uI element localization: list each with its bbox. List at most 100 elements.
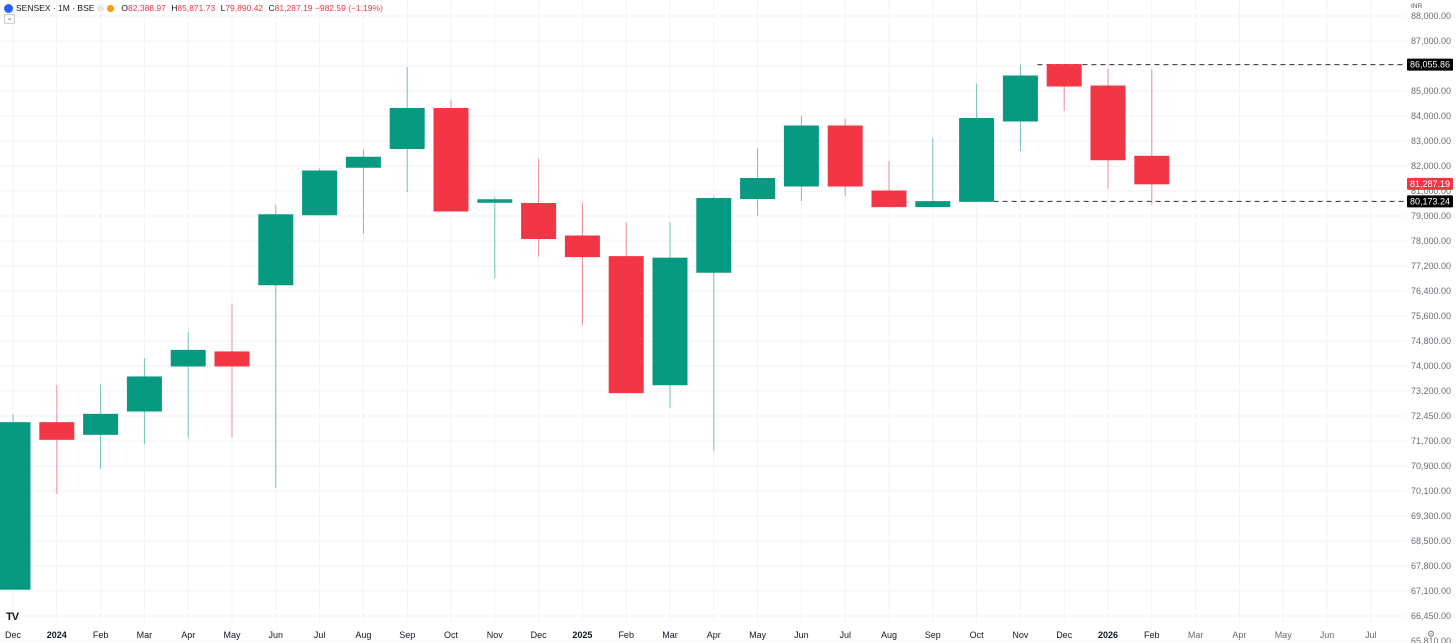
currency-label[interactable]: INR [1411,3,1423,10]
y-axis[interactable]: 88,000.0087,000.0086,000.0085,000.0084,0… [1411,11,1451,643]
y-tick-label: 66,450.00 [1411,611,1451,621]
x-tick-label: Feb [1144,630,1160,640]
symbol-header[interactable]: SENSEX · 1M · BSE O82,388.97 H85,871.73 … [4,2,383,14]
candle-body [39,422,75,440]
x-tick-label: Dec [531,630,548,640]
candle-body [1134,155,1170,185]
x-tick-label: Mar [1188,630,1204,640]
x-tick-label: 2025 [572,630,592,640]
y-tick-label: 78,000.00 [1411,236,1451,246]
exchange-logo-icon [4,3,13,13]
market-status-dot-icon [97,4,105,12]
last-price-tag: 81,287.19 [1410,179,1450,189]
candle-body [258,214,294,286]
x-tick-label: Jul [839,630,851,640]
x-tick-label: Jun [269,630,284,640]
candle-body [170,349,206,367]
x-tick-label: 2024 [47,630,67,640]
candle-body [740,178,776,199]
candle-body [214,351,250,367]
price-level-tag: 80,173.24 [1410,196,1450,206]
y-tick-label: 74,800.00 [1411,336,1451,346]
ohlc-values: O82,388.97 H85,871.73 L79,890.42 C81,287… [118,3,383,13]
x-tick-label: Nov [1012,630,1029,640]
candle-body [345,156,381,168]
y-tick-label: 69,300.00 [1411,511,1451,521]
x-tick-label: Feb [93,630,109,640]
candle-body [652,257,688,386]
x-tick-label: Oct [444,630,459,640]
x-tick-label: Feb [618,630,634,640]
candle-body [433,108,469,212]
candle-body [302,170,338,216]
price-level-tag: 86,055.86 [1410,60,1450,70]
open-value: 82,388.97 [128,3,166,13]
candle-body [1002,75,1038,122]
last-price-tag-bg [1407,177,1453,190]
x-tick-label: Mar [662,630,678,640]
candle-body [126,376,162,412]
price-tags: 86,055.86 80,173.24 81,287.19 [1407,58,1453,208]
y-tick-label: 67,100.00 [1411,586,1451,596]
y-tick-label: 84,000.00 [1411,111,1451,121]
y-tick-label: 72,450.00 [1411,411,1451,421]
x-tick-label: May [1275,630,1293,640]
x-tick-label: Apr [707,630,721,640]
y-tick-label: 79,000.00 [1411,211,1451,221]
x-tick-label: May [749,630,767,640]
x-tick-label: Sep [399,630,415,640]
candles [0,64,1170,590]
candle-body [0,422,31,590]
grid-lines [0,0,1406,642]
high-label: H [171,3,178,13]
y-tick-label: 71,700.00 [1411,436,1451,446]
low-value: 79,890.42 [225,3,264,13]
tradingview-logo-icon[interactable]: TV [6,611,19,623]
gear-icon[interactable]: ⚙ [1427,629,1436,639]
x-tick-label: 2026 [1098,630,1118,640]
price-levels [993,64,1406,202]
candle-body [83,413,119,435]
x-tick-label: Dec [1056,630,1073,640]
y-tick-label: 70,900.00 [1411,461,1451,471]
y-tick-label: 76,400.00 [1411,286,1451,296]
x-tick-label: Jul [314,630,326,640]
y-tick-label: 88,000.00 [1411,11,1451,21]
y-tick-label: 68,500.00 [1411,536,1451,546]
y-tick-label: 75,600.00 [1411,311,1451,321]
x-tick-label: May [223,630,241,640]
x-tick-label: Oct [970,630,985,640]
y-tick-label: 85,000.00 [1411,86,1451,96]
symbol-title[interactable]: SENSEX · 1M · BSE [16,3,95,13]
candle-body [1046,64,1082,87]
close-label: C [268,3,275,13]
candle-body [608,256,644,394]
candle-body [783,125,819,187]
x-tick-label: Apr [181,630,195,640]
y-tick-label: 77,200.00 [1411,261,1451,271]
x-tick-label: Aug [355,630,371,640]
candle-body [477,199,513,203]
high-value: 85,871.73 [177,3,216,13]
candle-body [564,235,600,258]
price-level-tag-bg [1407,58,1453,71]
y-tick-label: 65,810.00 [1411,636,1451,643]
candle-body [959,118,995,202]
candle-body [696,198,732,273]
candle-body [915,201,951,208]
y-tick-label: 74,000.00 [1411,361,1451,371]
price-level-tag-bg [1407,195,1453,208]
y-tick-label: 81,000.00 [1411,186,1451,196]
y-tick-label: 83,000.00 [1411,136,1451,146]
low-label: L [220,3,226,13]
x-tick-label: Nov [487,630,504,640]
y-tick-label: 67,800.00 [1411,561,1451,571]
close-value: 81,287.19 [274,3,313,13]
x-axis[interactable]: Dec 2024 Feb Mar Apr May Jun Jul Aug Sep Oct Nov Dec… [5,630,1377,640]
y-tick-label: 87,000.00 [1411,36,1451,46]
candle-body [871,190,907,208]
x-tick-label: Jun [794,630,809,640]
candle-body [521,203,557,239]
chevron-down-icon[interactable]: ⌄ [4,14,15,24]
